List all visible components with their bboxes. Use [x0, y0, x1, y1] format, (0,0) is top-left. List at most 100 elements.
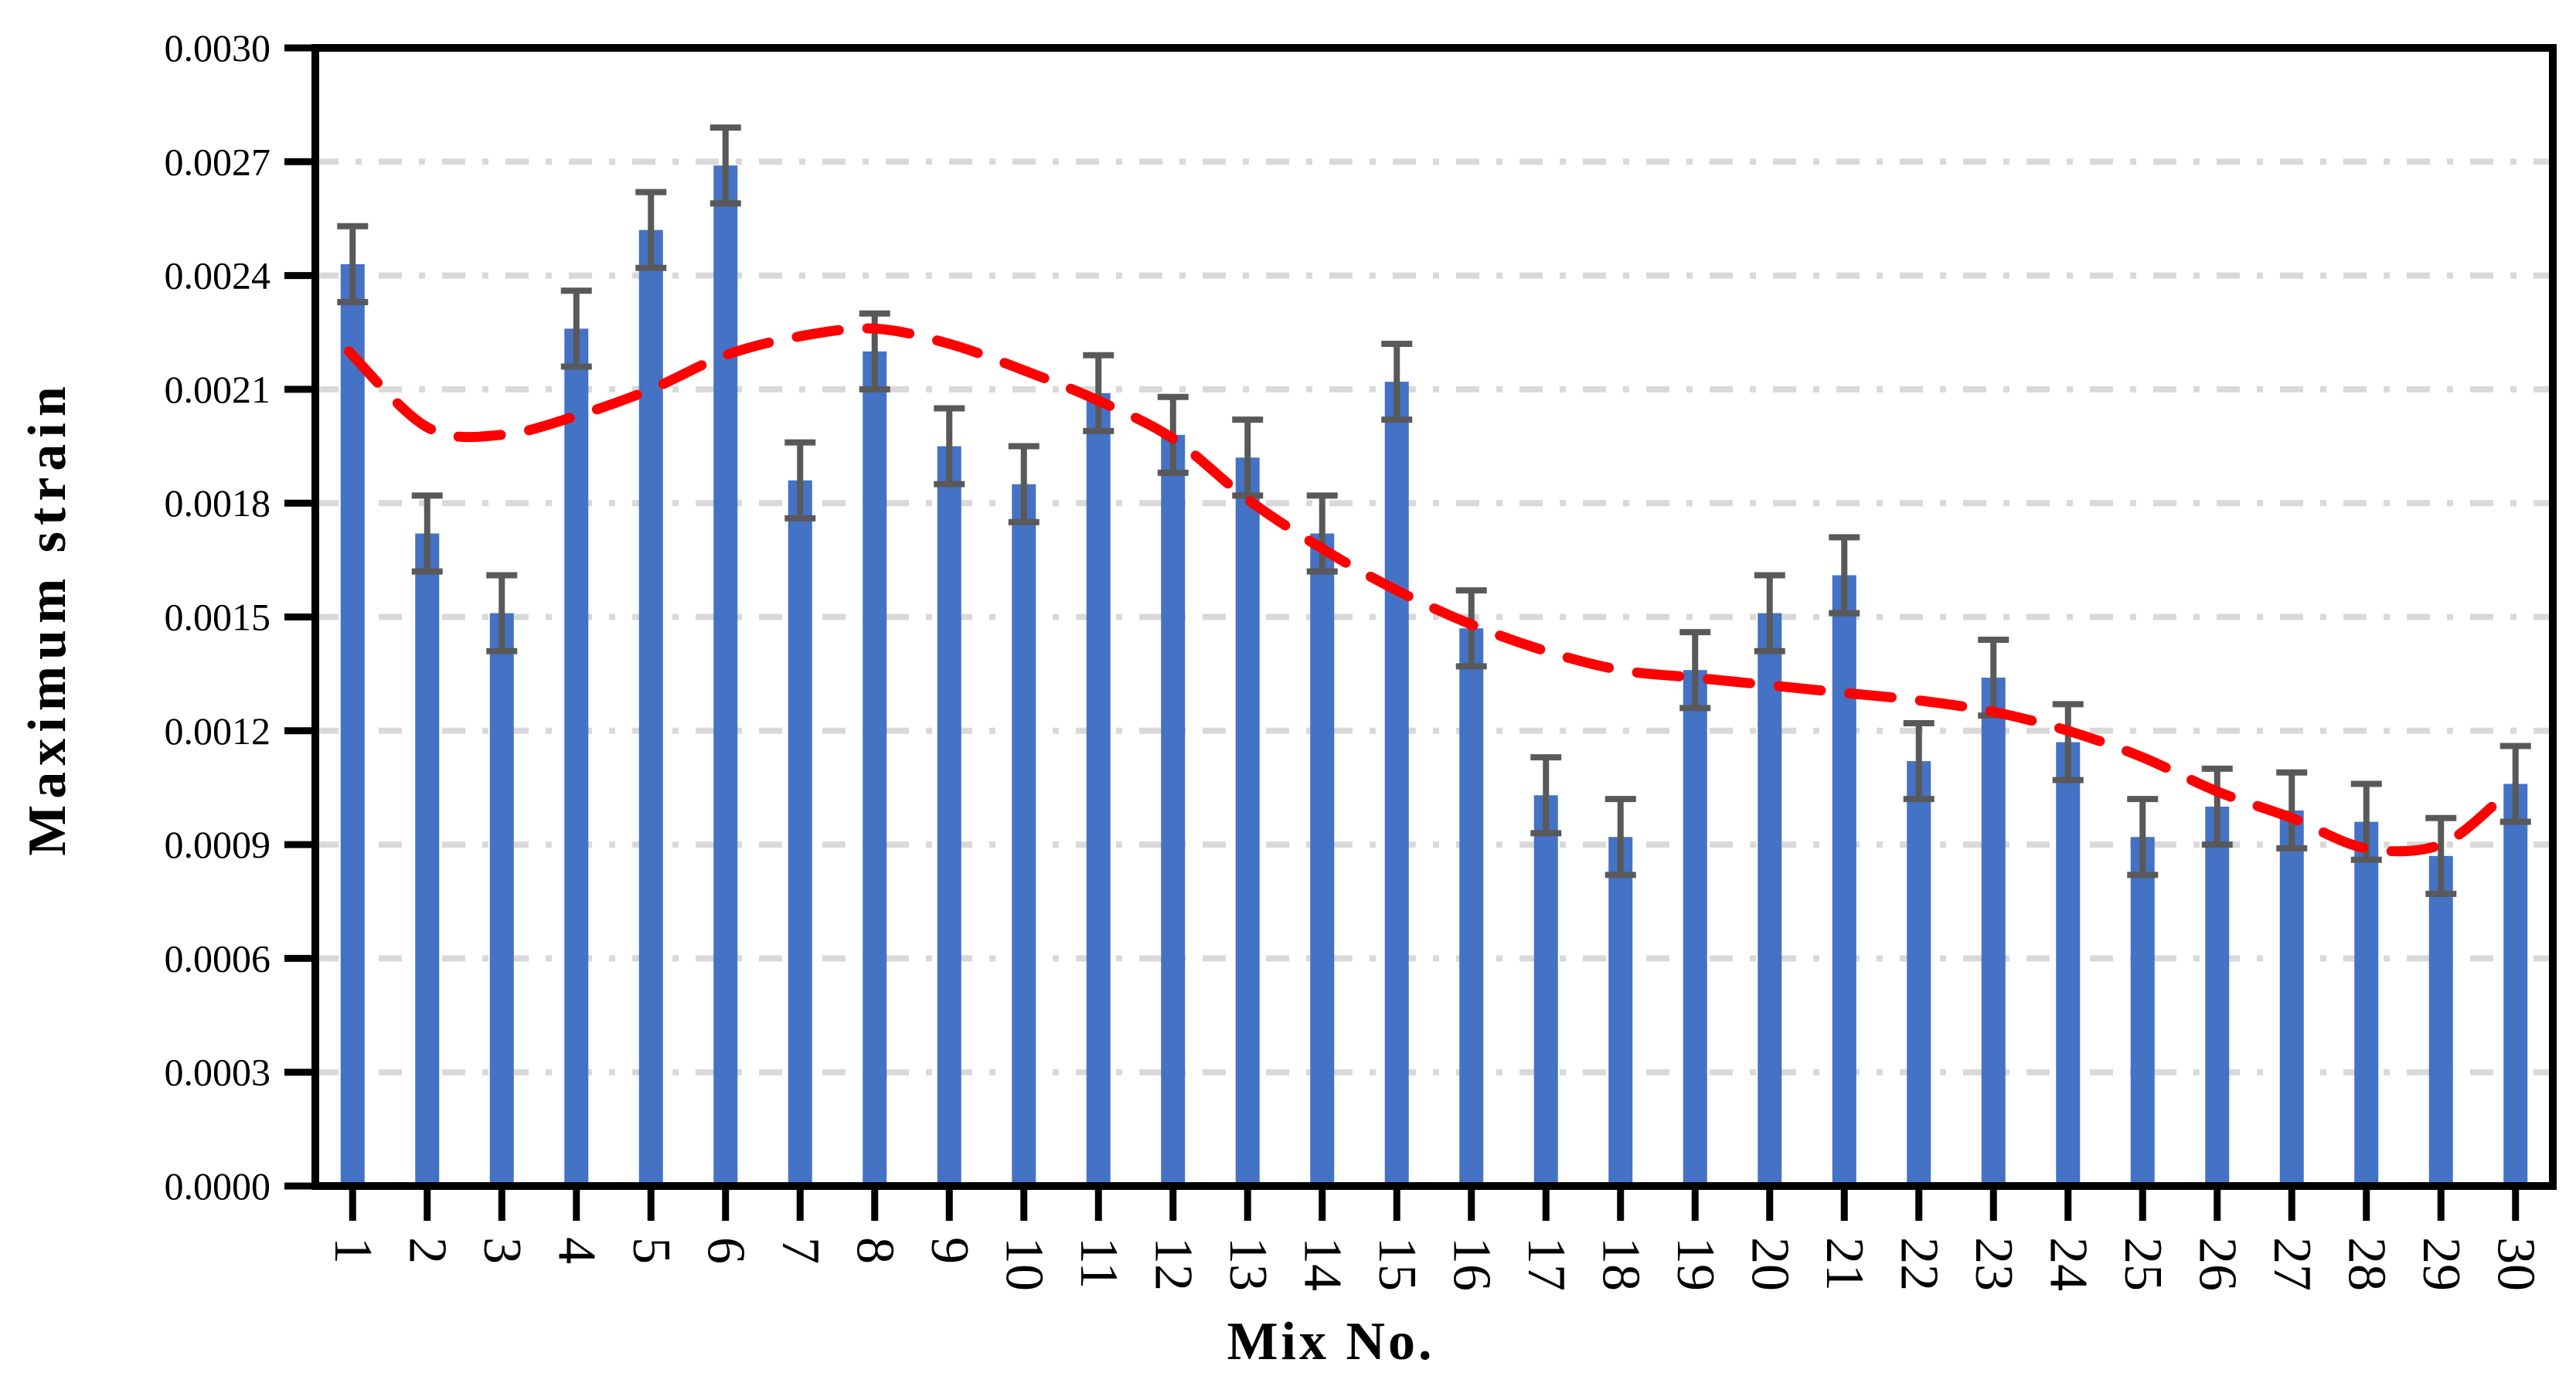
error-bar-25 — [2127, 796, 2159, 879]
bar-22 — [1907, 761, 1931, 1186]
x-tick-label-8: 8 — [845, 1237, 904, 1264]
error-bars — [337, 124, 2531, 897]
error-bar-2 — [411, 492, 443, 575]
error-bar-14 — [1306, 492, 1338, 575]
bar-29 — [2428, 855, 2453, 1186]
x-tick-label-21: 21 — [1815, 1237, 1874, 1291]
x-tick-label-29: 29 — [2411, 1237, 2471, 1291]
bar-21 — [1832, 575, 1856, 1186]
x-tick-label-23: 23 — [1964, 1237, 2023, 1291]
bars — [340, 165, 2528, 1187]
error-bar-3 — [486, 572, 518, 654]
error-bar-19 — [1679, 629, 1711, 712]
y-tick-label-0.0018: 0.0018 — [165, 481, 271, 525]
y-tick-label-0.0006: 0.0006 — [165, 936, 271, 980]
gridlines — [315, 158, 2553, 1076]
x-tick-label-19: 19 — [1666, 1237, 1725, 1291]
error-bar-29 — [2425, 814, 2457, 897]
bar-15 — [1384, 382, 1409, 1187]
y-tick-label-0.0021: 0.0021 — [165, 368, 271, 411]
x-tick-label-11: 11 — [1069, 1237, 1128, 1289]
bar-6 — [713, 165, 738, 1187]
x-tick-label-12: 12 — [1143, 1237, 1203, 1291]
x-tick-label-22: 22 — [1889, 1237, 1948, 1291]
bar-5 — [638, 229, 663, 1187]
y-tick-label-0.0009: 0.0009 — [165, 823, 271, 866]
error-bar-27 — [2276, 769, 2308, 852]
y-tick-label-0.0000: 0.0000 — [165, 1164, 271, 1208]
x-tick-label-10: 10 — [994, 1237, 1053, 1291]
bar-17 — [1533, 795, 1558, 1186]
bar-1 — [340, 263, 365, 1186]
error-bar-20 — [1754, 572, 1785, 654]
error-bar-1 — [337, 223, 369, 305]
bar-10 — [1012, 484, 1036, 1186]
y-tick-label-0.0015: 0.0015 — [165, 596, 271, 639]
bar-24 — [2056, 742, 2081, 1186]
bar-30 — [2503, 783, 2528, 1186]
bar-16 — [1459, 628, 1484, 1186]
y-tick-label-0.0024: 0.0024 — [165, 254, 271, 297]
x-tick-label-2: 2 — [397, 1237, 457, 1264]
x-tick-label-17: 17 — [1516, 1237, 1576, 1291]
error-bar-4 — [560, 287, 592, 370]
bar-14 — [1310, 533, 1335, 1186]
x-tick-label-30: 30 — [2486, 1237, 2545, 1291]
bar-7 — [788, 480, 812, 1186]
error-bar-15 — [1381, 340, 1413, 423]
bar-18 — [1608, 837, 1633, 1186]
x-tick-label-20: 20 — [1740, 1237, 1799, 1291]
y-axis-title: Maximum strain — [18, 380, 77, 856]
bar-27 — [2279, 810, 2304, 1186]
x-tick-label-24: 24 — [2038, 1237, 2098, 1291]
x-tick-label-7: 7 — [771, 1237, 830, 1264]
x-tick-label-13: 13 — [1218, 1237, 1278, 1291]
error-bar-10 — [1008, 443, 1040, 525]
x-tick-label-27: 27 — [2262, 1237, 2322, 1291]
y-tick-label-0.0027: 0.0027 — [165, 140, 271, 183]
y-tick-label-0.0030: 0.0030 — [165, 26, 271, 70]
x-tick-label-26: 26 — [2187, 1237, 2247, 1291]
error-bar-5 — [635, 189, 667, 271]
bar-2 — [415, 533, 440, 1186]
x-axis: 1 2 3 4 5 6 7 8 9 10 11 12 13 14 15 16 17 18 19 20 21 22 23 24 2… — [323, 1188, 2545, 1291]
plot-frame — [311, 44, 2557, 1190]
bar-26 — [2205, 807, 2230, 1186]
bar-3 — [489, 613, 514, 1186]
error-bar-26 — [2201, 765, 2233, 848]
x-tick-label-9: 9 — [920, 1237, 979, 1264]
bar-8 — [863, 351, 887, 1186]
bar-9 — [937, 446, 961, 1186]
error-bar-18 — [1604, 796, 1636, 879]
x-tick-label-4: 4 — [546, 1237, 606, 1264]
x-tick-label-14: 14 — [1292, 1237, 1352, 1291]
error-bar-17 — [1530, 754, 1562, 837]
bar-23 — [1981, 678, 2006, 1186]
error-bar-13 — [1232, 416, 1264, 499]
y-axis: 0.0000 0.0003 0.0006 0.0009 0.0012 0.0015 0.00… — [165, 26, 313, 1208]
trendline — [343, 323, 2506, 857]
x-tick-label-1: 1 — [323, 1237, 383, 1264]
error-bar-30 — [2499, 743, 2531, 825]
y-tick-label-0.0003: 0.0003 — [165, 1051, 271, 1094]
x-tick-label-15: 15 — [1367, 1237, 1427, 1291]
error-bar-11 — [1083, 352, 1114, 434]
error-bar-7 — [784, 439, 816, 522]
error-bar-6 — [710, 124, 741, 207]
bar-11 — [1086, 393, 1111, 1186]
error-bar-9 — [934, 405, 965, 488]
bar-28 — [2354, 821, 2379, 1186]
error-bar-24 — [2052, 701, 2084, 783]
x-tick-label-6: 6 — [696, 1237, 755, 1264]
x-tick-label-25: 25 — [2113, 1237, 2173, 1291]
x-tick-label-3: 3 — [472, 1237, 532, 1264]
x-tick-label-5: 5 — [621, 1237, 681, 1264]
bar-25 — [2130, 837, 2155, 1186]
bar-20 — [1758, 613, 1782, 1186]
bar-12 — [1161, 434, 1186, 1186]
x-tick-label-16: 16 — [1441, 1237, 1501, 1291]
bar-19 — [1683, 670, 1707, 1186]
x-tick-label-28: 28 — [2336, 1237, 2396, 1291]
